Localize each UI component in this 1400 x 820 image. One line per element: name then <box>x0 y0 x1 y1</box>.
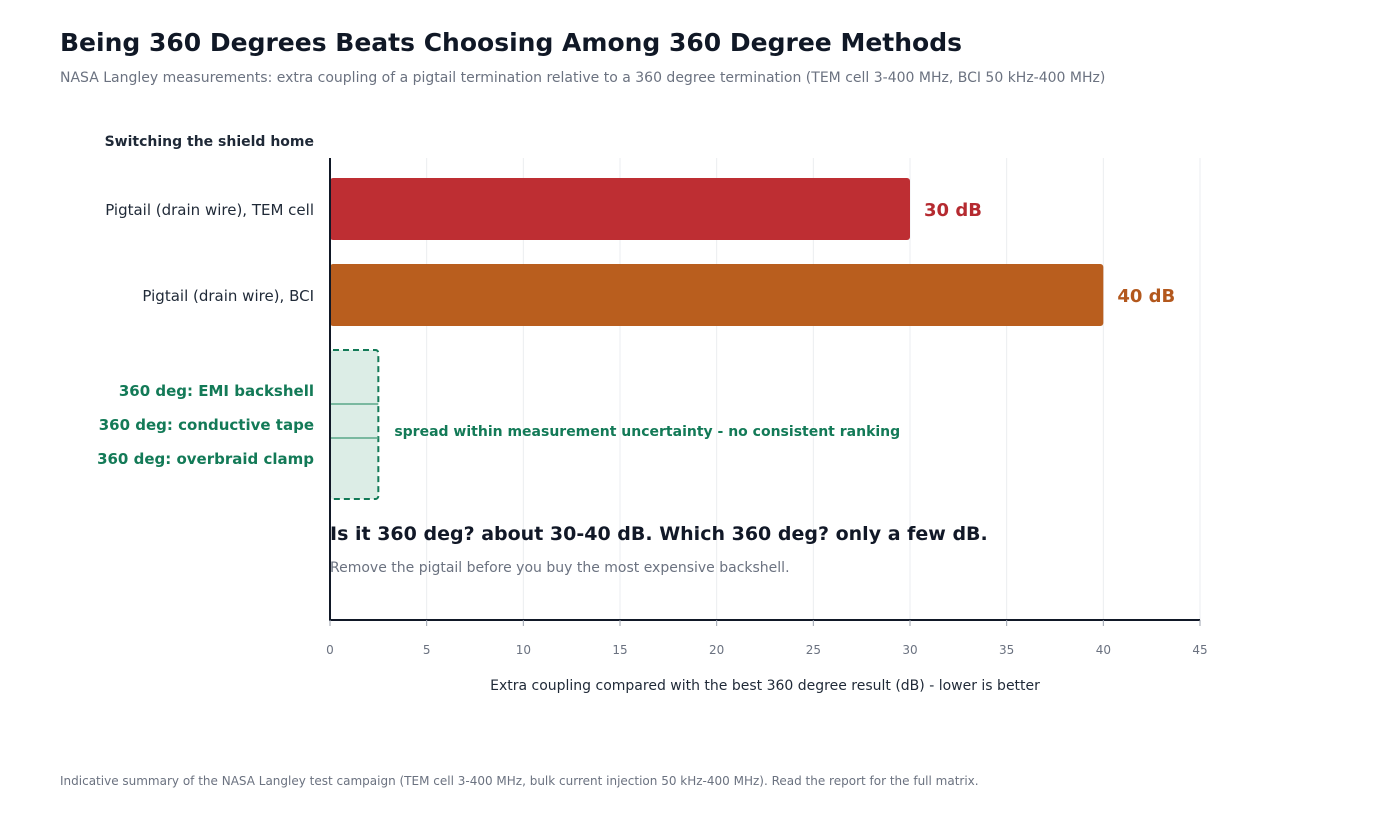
bar <box>330 264 1104 326</box>
group-range-box <box>329 349 380 500</box>
x-tick-label: 10 <box>516 643 531 657</box>
y-axis-header: Switching the shield home <box>105 134 314 150</box>
annotation-subtext: Remove the pigtail before you buy the mo… <box>330 560 790 576</box>
chart-subtitle: NASA Langley measurements: extra couplin… <box>60 70 1106 86</box>
x-axis-label: Extra coupling compared with the best 36… <box>490 678 1040 694</box>
annotation-headline: Is it 360 deg? about 30-40 dB. Which 360… <box>330 523 988 545</box>
category-label: Pigtail (drain wire), TEM cell <box>105 201 314 219</box>
x-tick-label: 5 <box>423 643 431 657</box>
x-tick-label: 30 <box>902 643 917 657</box>
footnote: Indicative summary of the NASA Langley t… <box>60 774 979 788</box>
x-ticks: 0 5 10 15 20 25 30 35 40 45 <box>326 620 1208 657</box>
chart-title: Being 360 Degrees Beats Choosing Among 3… <box>60 28 962 57</box>
x-tick-label: 15 <box>612 643 627 657</box>
group-note: spread within measurement uncertainty - … <box>394 424 900 440</box>
x-tick-label: 25 <box>806 643 821 657</box>
axes <box>329 158 1200 621</box>
group-360-methods: 360 deg: EMI backshell 360 deg: conductiv… <box>97 349 900 500</box>
x-tick-label: 45 <box>1192 643 1207 657</box>
bar <box>330 178 910 240</box>
value-label: 40 dB <box>1117 286 1175 307</box>
x-tick-label: 20 <box>709 643 724 657</box>
value-label: 30 dB <box>924 200 982 221</box>
bars: Pigtail (drain wire), TEM cell 30 dB Pigta… <box>105 178 1175 326</box>
group-method-label: 360 deg: conductive tape <box>99 416 314 434</box>
x-tick-label: 40 <box>1096 643 1111 657</box>
x-tick-label: 35 <box>999 643 1014 657</box>
x-tick-label: 0 <box>326 643 334 657</box>
group-method-label: 360 deg: overbraid clamp <box>97 450 314 468</box>
category-label: Pigtail (drain wire), BCI <box>142 287 314 305</box>
group-method-label: 360 deg: EMI backshell <box>119 382 314 400</box>
